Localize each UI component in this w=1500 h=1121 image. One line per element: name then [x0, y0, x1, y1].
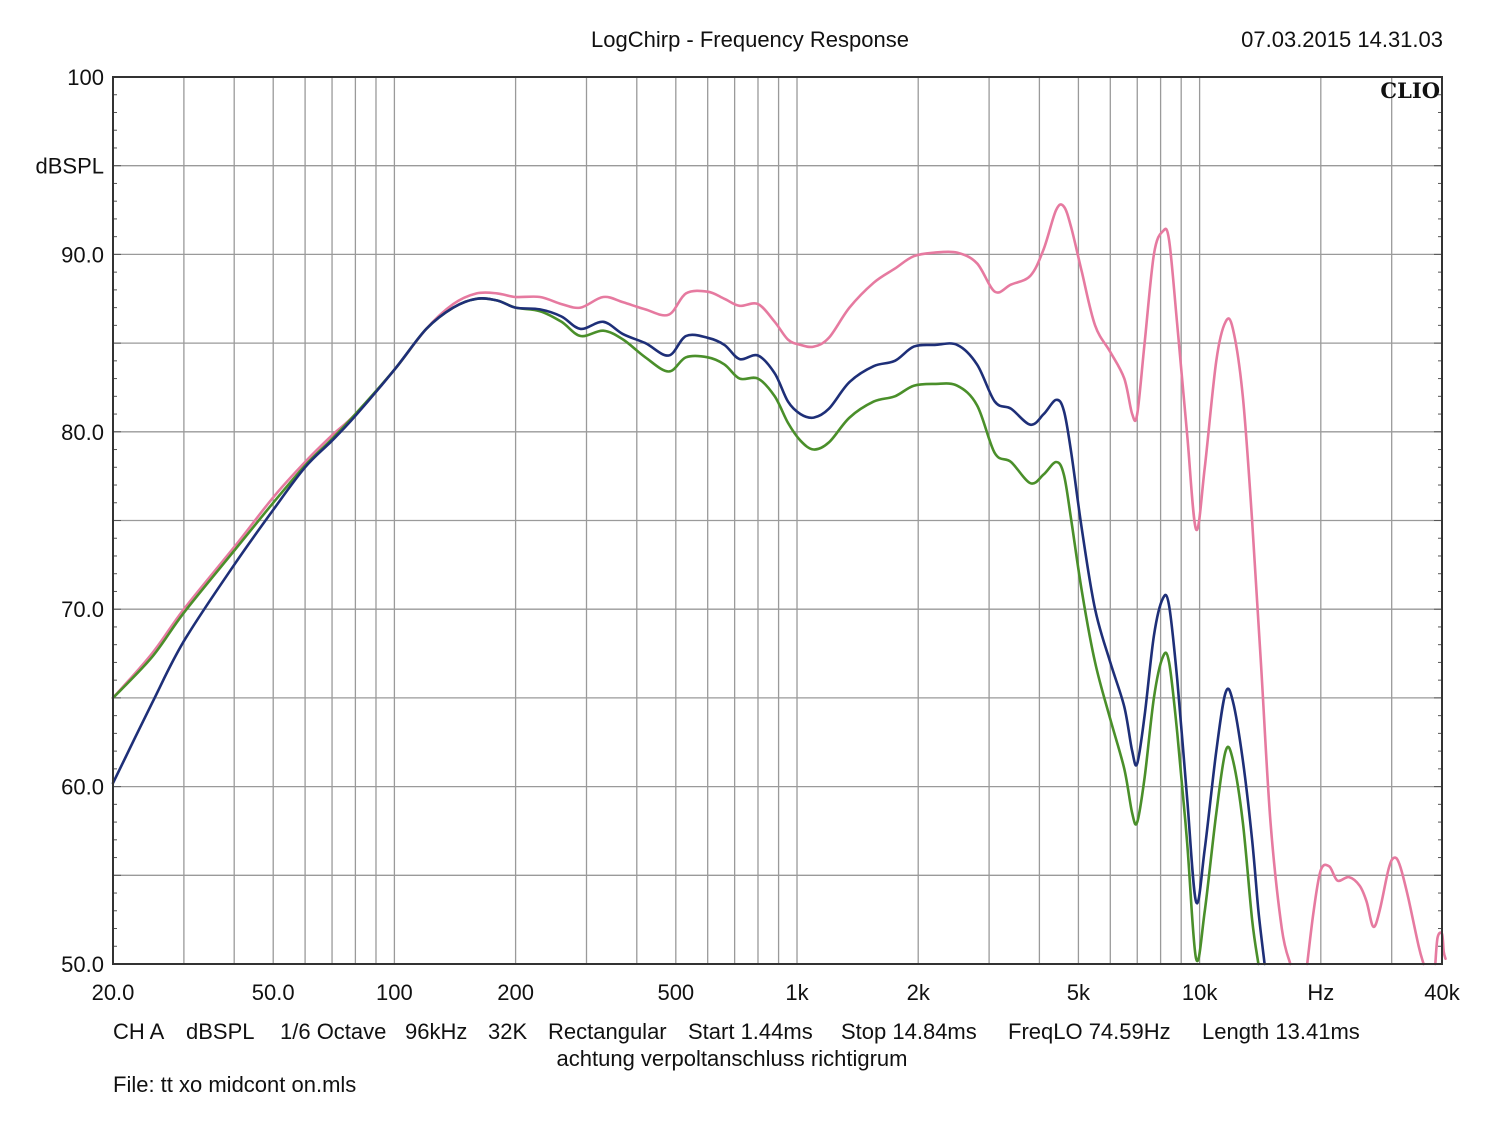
x-tick-label: 100 [376, 980, 413, 1005]
axis-labels: 100 90.0 80.0 70.0 60.0 50.0 dBSPL 20.0 50.0 100 2… [36, 65, 1461, 1005]
footer-unit: dBSPL [186, 1019, 255, 1044]
x-tick-label: 500 [657, 980, 694, 1005]
x-tick-label: 1k [785, 980, 809, 1005]
footer-window: Rectangular [548, 1019, 667, 1044]
x-tick-label: 50.0 [252, 980, 295, 1005]
x-tick-label: 200 [497, 980, 534, 1005]
footer-samplerate: 96kHz [405, 1019, 468, 1044]
x-tick-label: Hz [1307, 980, 1334, 1005]
footer-note: achtung verpoltanschluss richtigrum [556, 1046, 908, 1071]
timestamp: 07.03.2015 14.31.03 [1241, 27, 1443, 52]
series-line-2 [111, 297, 1266, 966]
x-tick-label: 40k [1424, 980, 1460, 1005]
footer-start: Start 1.44ms [688, 1019, 813, 1044]
plot-frame [112, 76, 1443, 965]
y-axis-label: dBSPL [36, 154, 105, 179]
x-tick-label: 20.0 [92, 980, 135, 1005]
grid [113, 76, 1442, 965]
footer-size: 32K [488, 1019, 528, 1044]
chart-title: LogChirp - Frequency Response [591, 27, 909, 52]
y-tick-label: 70.0 [61, 597, 104, 622]
footer-ch: CH A [113, 1019, 165, 1044]
series-line-0 [111, 203, 1292, 966]
footer-stop: Stop 14.84ms [841, 1019, 977, 1044]
footer-length: Length 13.41ms [1202, 1019, 1360, 1044]
x-tick-label: 2k [907, 980, 931, 1005]
y-tick-label: 50.0 [61, 952, 104, 977]
series-line-3 [1305, 856, 1425, 966]
y-tick-label: 60.0 [61, 775, 104, 800]
footer-freqlo: FreqLO 74.59Hz [1008, 1019, 1171, 1044]
y-tick-label: 100 [67, 65, 104, 90]
footer-smoothing: 1/6 Octave [280, 1019, 387, 1044]
footer-file: File: tt xo midcont on.mls [113, 1072, 357, 1097]
y-tick-label: 90.0 [61, 242, 104, 267]
clio-logo: CLIO [1380, 78, 1440, 103]
x-tick-label: 5k [1067, 980, 1091, 1005]
series-line-1 [111, 297, 1260, 966]
series-line-4 [1434, 931, 1447, 966]
series-group [111, 203, 1447, 966]
x-tick-label: 10k [1182, 980, 1218, 1005]
y-tick-label: 80.0 [61, 420, 104, 445]
